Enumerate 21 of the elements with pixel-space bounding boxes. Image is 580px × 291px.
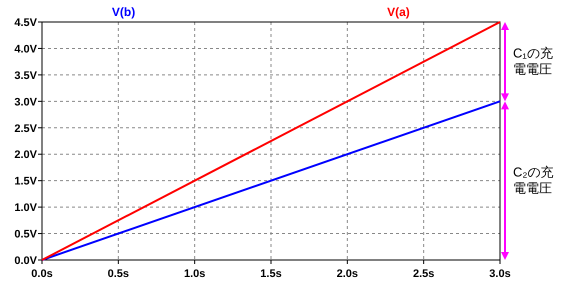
x-tick-label: 2.5s xyxy=(412,268,434,280)
x-tick-label: 1.5s xyxy=(260,268,282,280)
y-tick-label: 3.5V xyxy=(14,70,38,82)
text: C₂の充電電圧 xyxy=(513,164,554,196)
text: V(a) xyxy=(387,5,410,19)
x-tick-label: 0.5s xyxy=(108,268,130,280)
y-tick-label: 4.5V xyxy=(14,17,38,29)
y-tick-label: 2.5V xyxy=(14,122,38,135)
y-tick-label: 0.5V xyxy=(14,228,38,241)
x-tick-label: 2.0s xyxy=(336,268,358,280)
y-tick-label: 1.0V xyxy=(14,202,38,214)
x-tick-label: 0.0s xyxy=(31,268,53,280)
x-tick-label: 1.0s xyxy=(184,268,206,280)
x-tick-label: 3.0s xyxy=(489,268,511,280)
y-tick-label: 0.0V xyxy=(14,255,38,267)
text: C₁の充電電圧 xyxy=(513,46,553,77)
y-tick-label: 1.5V xyxy=(14,176,38,188)
y-tick-label: 2.0V xyxy=(14,149,38,162)
y-tick-label: 4.0V xyxy=(14,43,38,56)
y-tick-label: 3.0V xyxy=(14,96,38,108)
text: V(b) xyxy=(112,5,136,19)
